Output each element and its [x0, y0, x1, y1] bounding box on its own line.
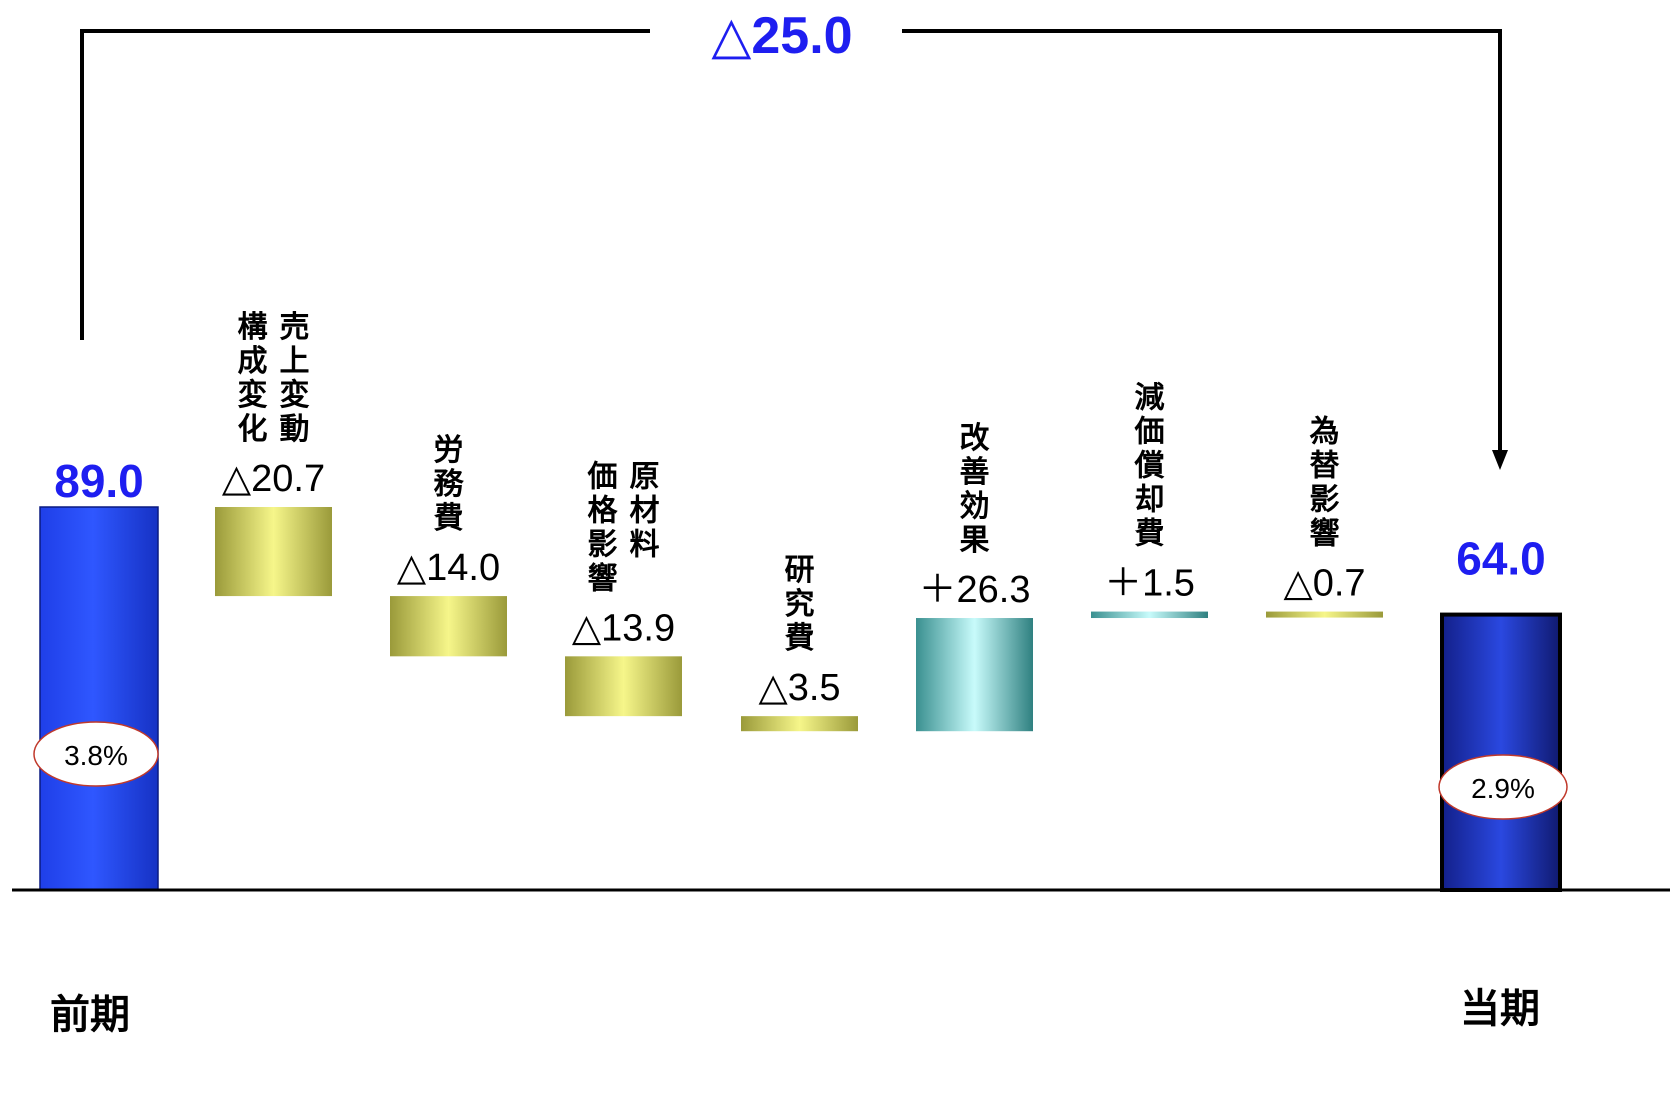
step-value-label-7: △0.7 [1283, 563, 1365, 605]
start-category-label: 前期 [50, 992, 130, 1038]
step-value-label-1: △20.7 [222, 458, 325, 500]
step-category-label-1-col1: 売上変動 [280, 310, 310, 447]
total-change-label: △25.0 [711, 7, 852, 65]
step-category-label-6: 減価償却費 [1134, 381, 1165, 552]
step-category-label-3-col1: 原材料 [630, 459, 660, 562]
end-total-bar [1440, 612, 1562, 893]
step-category-label-7: 為替影響 [1310, 415, 1340, 552]
step-bar-5 [916, 618, 1033, 732]
step-category-label-5: 改善効果 [960, 421, 990, 558]
step-bar-2 [390, 596, 507, 657]
step-value-label-6: ＋1.5 [1104, 563, 1195, 605]
change-arrow-head [1492, 450, 1508, 470]
step-value-label-2: △14.0 [397, 547, 500, 589]
step-bar-1 [215, 507, 332, 597]
step-value-label-5: ＋26.3 [919, 569, 1031, 611]
step-category-label-3-col2: 価格影響 [587, 459, 619, 596]
step-value-label-4: △3.5 [758, 667, 840, 709]
step-bar-7 [1266, 611, 1383, 618]
end-ratio-label: 2.9% [1471, 773, 1535, 804]
start-ratio-label: 3.8% [64, 740, 128, 771]
step-category-label-1-col2: 構成変化 [238, 310, 268, 447]
end-ratio-ellipse [1438, 754, 1568, 820]
step-category-label-4: 研究費 [785, 553, 815, 656]
step-bar-3 [565, 656, 682, 717]
end-total-label: 64.0 [1456, 533, 1546, 585]
start-total-label: 89.0 [54, 455, 144, 507]
change-bracket-left [80, 29, 650, 340]
change-bracket-right [902, 29, 1502, 456]
step-category-label-2: 労務費 [434, 433, 465, 536]
start-total-bar [39, 506, 159, 891]
start-ratio-ellipse [33, 721, 159, 787]
end-category-label: 当期 [1460, 986, 1540, 1032]
step-bar-4 [741, 716, 858, 732]
step-value-label-3: △13.9 [572, 607, 675, 649]
step-bar-6 [1091, 611, 1208, 619]
